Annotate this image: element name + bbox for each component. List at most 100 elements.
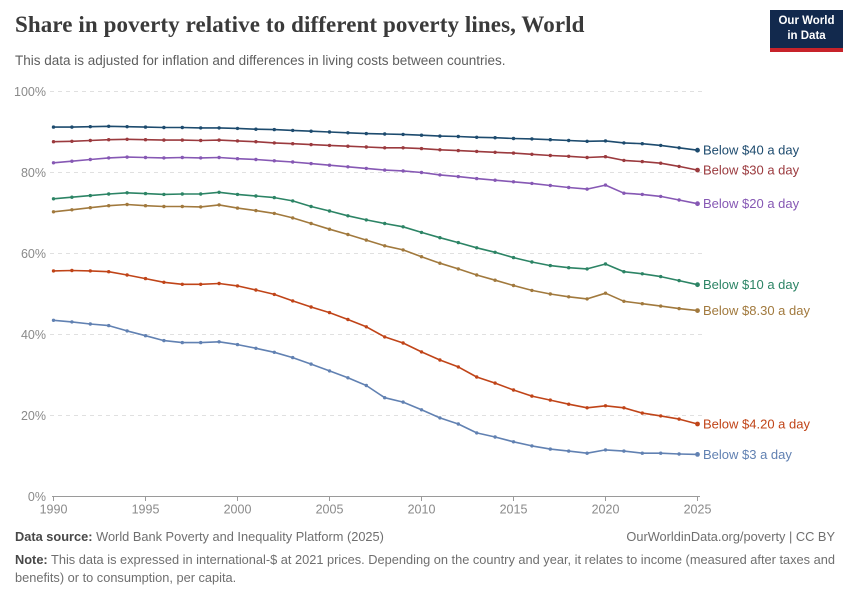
data-point[interactable] <box>70 139 74 143</box>
data-point[interactable] <box>217 138 221 142</box>
data-point[interactable] <box>70 125 74 129</box>
data-point[interactable] <box>364 325 368 329</box>
data-point[interactable] <box>180 282 184 286</box>
data-point[interactable] <box>640 192 644 197</box>
data-point[interactable] <box>107 192 111 196</box>
data-point[interactable] <box>364 238 368 242</box>
data-point[interactable] <box>640 451 644 455</box>
legend-label-below-20-a-day[interactable]: Below $20 a day <box>703 196 800 211</box>
data-point[interactable] <box>217 281 221 286</box>
data-point[interactable] <box>162 138 166 142</box>
series-below-10-a-day[interactable]: Below $10 a day <box>51 190 800 293</box>
data-point[interactable] <box>438 134 442 138</box>
series-path[interactable] <box>53 125 698 151</box>
data-point[interactable] <box>309 129 313 133</box>
data-point[interactable] <box>235 139 240 143</box>
data-point[interactable] <box>309 161 313 166</box>
data-point[interactable] <box>475 176 479 181</box>
series-below-40-a-day[interactable]: Below $40 a day <box>51 124 800 158</box>
data-point[interactable] <box>622 449 626 453</box>
data-point[interactable] <box>364 131 368 136</box>
data-point[interactable] <box>143 191 148 196</box>
data-point[interactable] <box>493 178 497 182</box>
data-point[interactable] <box>585 406 589 410</box>
data-point[interactable] <box>511 136 516 141</box>
data-point[interactable] <box>456 134 460 139</box>
data-point[interactable] <box>346 376 350 380</box>
data-point[interactable] <box>199 156 203 160</box>
data-point[interactable] <box>107 204 111 208</box>
data-point[interactable] <box>419 230 424 235</box>
data-point[interactable] <box>254 127 258 131</box>
series-below-3-a-day[interactable]: Below $3 a day <box>51 318 793 462</box>
data-point[interactable] <box>695 282 700 288</box>
data-point[interactable] <box>125 137 129 141</box>
data-point[interactable] <box>88 193 93 198</box>
data-point[interactable] <box>640 159 644 164</box>
data-point[interactable] <box>309 221 313 226</box>
data-point[interactable] <box>272 292 276 297</box>
data-point[interactable] <box>695 308 700 313</box>
data-point[interactable] <box>401 169 405 173</box>
data-point[interactable] <box>456 365 460 369</box>
data-point[interactable] <box>291 299 295 303</box>
data-point[interactable] <box>254 288 258 292</box>
data-point[interactable] <box>217 126 221 130</box>
data-point[interactable] <box>51 269 56 273</box>
data-point[interactable] <box>622 158 626 163</box>
data-point[interactable] <box>401 248 405 252</box>
data-point[interactable] <box>346 317 350 322</box>
data-point[interactable] <box>567 449 571 453</box>
data-point[interactable] <box>438 148 442 152</box>
data-point[interactable] <box>640 272 644 276</box>
data-point[interactable] <box>567 402 571 406</box>
data-point[interactable] <box>199 126 203 130</box>
legend-label-below-4-20-a-day[interactable]: Below $4.20 a day <box>703 417 810 432</box>
data-point[interactable] <box>180 155 184 160</box>
data-point[interactable] <box>383 146 387 150</box>
data-point[interactable] <box>548 398 552 402</box>
data-point[interactable] <box>640 411 644 415</box>
data-point[interactable] <box>346 131 350 135</box>
data-point[interactable] <box>511 180 516 184</box>
data-point[interactable] <box>309 362 313 366</box>
data-point[interactable] <box>235 284 240 288</box>
data-point[interactable] <box>548 292 552 296</box>
data-point[interactable] <box>419 255 424 259</box>
data-point[interactable] <box>475 431 479 435</box>
data-point[interactable] <box>493 136 497 140</box>
data-point[interactable] <box>364 218 368 222</box>
series-path[interactable] <box>53 319 698 456</box>
data-point[interactable] <box>695 167 700 173</box>
data-point[interactable] <box>603 183 608 187</box>
data-point[interactable] <box>291 216 295 220</box>
owid-logo[interactable]: Our World in Data <box>770 10 843 52</box>
data-point[interactable] <box>511 283 516 288</box>
data-point[interactable] <box>585 267 589 271</box>
data-point[interactable] <box>530 394 534 398</box>
data-point[interactable] <box>254 140 258 144</box>
data-point[interactable] <box>585 139 589 143</box>
data-point[interactable] <box>456 422 460 426</box>
data-point[interactable] <box>199 340 203 345</box>
data-point[interactable] <box>677 306 681 311</box>
data-point[interactable] <box>199 192 203 196</box>
data-point[interactable] <box>419 408 424 412</box>
data-point[interactable] <box>235 342 240 347</box>
data-point[interactable] <box>180 204 184 209</box>
data-point[interactable] <box>125 329 129 333</box>
data-point[interactable] <box>199 282 203 286</box>
data-point[interactable] <box>125 155 129 159</box>
data-point[interactable] <box>475 375 479 379</box>
data-point[interactable] <box>659 194 663 199</box>
series-below-20-a-day[interactable]: Below $20 a day <box>51 155 800 211</box>
data-point[interactable] <box>530 152 534 156</box>
data-point[interactable] <box>235 192 240 197</box>
legend-label-below-40-a-day[interactable]: Below $40 a day <box>703 143 800 158</box>
data-point[interactable] <box>659 414 663 418</box>
data-point[interactable] <box>622 141 626 145</box>
data-point[interactable] <box>695 147 700 153</box>
data-point[interactable] <box>401 146 405 150</box>
data-point[interactable] <box>272 141 276 145</box>
